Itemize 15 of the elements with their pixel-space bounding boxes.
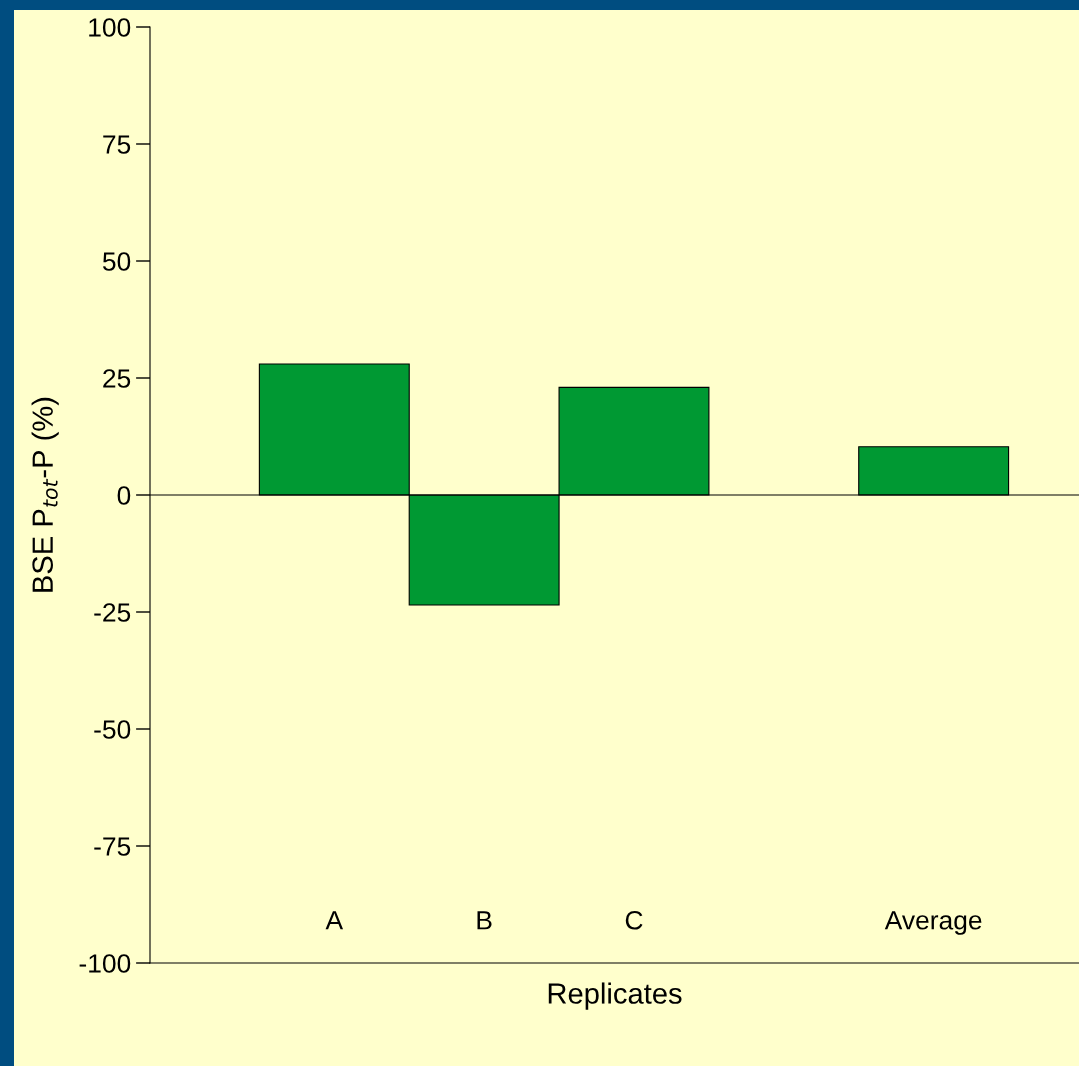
- x-tick-label: A: [325, 911, 344, 930]
- y-tick-label: 75: [103, 135, 131, 154]
- y-tick-label: 50: [102, 252, 131, 271]
- y-tick-label: -25: [94, 603, 131, 622]
- x-axis-title: Replicates: [548, 982, 682, 1010]
- x-tick-label: Average: [884, 911, 982, 935]
- y-tick-label: 25: [103, 369, 131, 388]
- y-tick-label: -50: [94, 720, 131, 739]
- y-tick-label: 100: [89, 18, 131, 37]
- y-axis-title: BSE P$_{tot}$-P (%): [31, 397, 59, 592]
- y-tick-label: -100: [79, 954, 131, 973]
- x-tick-label: B: [477, 911, 492, 930]
- y-tick-label: -75: [94, 837, 131, 856]
- y-tick-label: 0: [117, 486, 131, 505]
- x-tick-label: C: [625, 910, 643, 930]
